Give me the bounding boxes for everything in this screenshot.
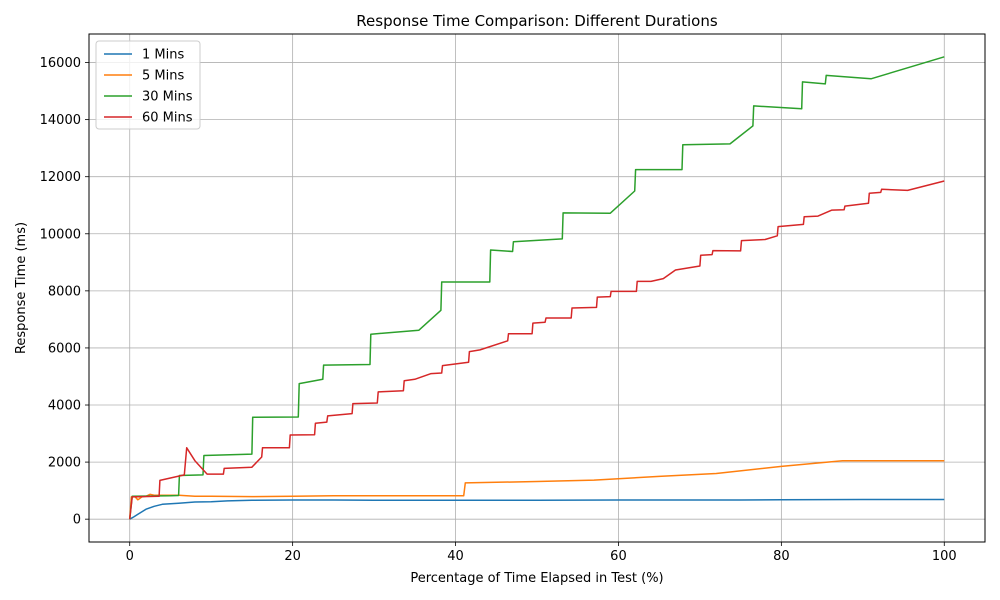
y-tick-label: 12000 <box>40 170 81 185</box>
y-tick-label: 16000 <box>40 56 81 71</box>
y-tick-label: 14000 <box>40 113 81 128</box>
x-tick-label: 60 <box>610 549 627 564</box>
x-tick-label: 20 <box>284 549 301 564</box>
x-axis-label: Percentage of Time Elapsed in Test (%) <box>410 571 663 586</box>
y-tick-label: 2000 <box>48 456 81 471</box>
y-tick-label: 0 <box>73 513 81 528</box>
legend-label: 60 Mins <box>142 111 193 126</box>
legend-label: 30 Mins <box>142 90 193 105</box>
grid-lines <box>89 34 985 542</box>
series-line-4 <box>128 180 945 520</box>
legend-box <box>95 40 201 130</box>
y-tick-label: 8000 <box>48 284 81 299</box>
series-line-3 <box>128 56 945 520</box>
x-tick-label: 80 <box>773 549 790 564</box>
series-line-1 <box>129 498 945 520</box>
y-axis-label: Response Time (ms) <box>14 222 29 354</box>
legend-label: 1 Mins <box>142 48 184 63</box>
x-tick-label: 100 <box>932 549 957 564</box>
x-tick-label: 40 <box>447 549 464 564</box>
y-tick-label: 10000 <box>40 227 81 242</box>
chart-title: Response Time Comparison: Different Dura… <box>356 12 718 30</box>
legend-label: 5 Mins <box>142 69 184 84</box>
y-tick-label: 4000 <box>48 399 81 414</box>
legend: 1 Mins 5 Mins 30 Mins 60 Mins <box>95 40 201 130</box>
y-axis-ticks: 0 2000 4000 6000 8000 10000 12000 14000 16000 <box>40 56 89 528</box>
series-lines <box>128 56 945 520</box>
x-axis-ticks: 0 20 40 60 80 100 <box>126 542 957 564</box>
plot-frame <box>88 33 986 543</box>
y-tick-label: 6000 <box>48 341 81 356</box>
x-tick-label: 0 <box>126 549 134 564</box>
